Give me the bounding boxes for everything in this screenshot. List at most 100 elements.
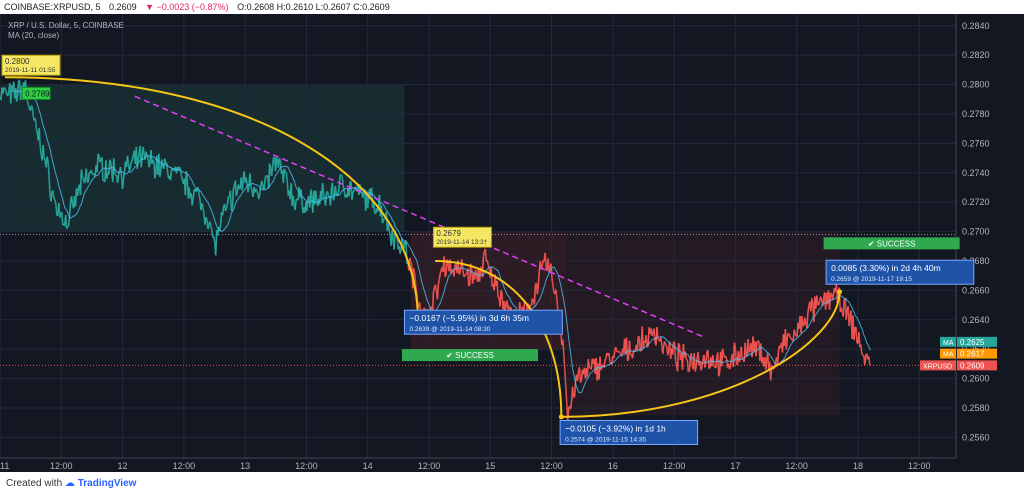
- price-segment: [811, 298, 814, 304]
- price-segment: [54, 199, 57, 205]
- symbol-line: COINBASE:XRPUSD, 5: [4, 2, 101, 12]
- price-segment: [410, 261, 413, 266]
- price-segment: [109, 159, 112, 163]
- projection-arc: [561, 291, 841, 418]
- price-segment: [464, 273, 467, 277]
- price-segment: [306, 198, 309, 212]
- price-segment: [530, 298, 534, 306]
- price-segment: [845, 310, 848, 320]
- price-segment: [734, 348, 738, 363]
- price-segment: [68, 202, 72, 216]
- price-segment: [381, 220, 385, 224]
- price-segment: [639, 349, 642, 352]
- price-segment: [214, 230, 218, 256]
- price-segment: [337, 185, 341, 194]
- shade-region-3: [566, 231, 840, 416]
- price-segment: [412, 268, 416, 275]
- axis-badge-value: 0.2609: [960, 361, 985, 370]
- price-segment: [484, 248, 488, 262]
- price-segment: [701, 358, 704, 367]
- price-segment: [387, 223, 391, 232]
- price-segment: [30, 105, 34, 108]
- price-segment: [482, 251, 486, 258]
- price-segment: [108, 159, 111, 175]
- price-segment: [140, 157, 143, 168]
- price-label-value: 0.2800: [5, 57, 30, 66]
- price-segment: [468, 263, 472, 286]
- price-segment: [268, 163, 272, 169]
- x-tick-label: 12:00: [418, 461, 441, 471]
- price-segment: [693, 353, 696, 372]
- price-segment: [366, 196, 370, 209]
- tradingview-brand[interactable]: TradingView: [77, 478, 137, 489]
- price-segment: [776, 350, 780, 365]
- measure-box-text: 0.0085 (3.30%) in 2d 4h 40m: [831, 263, 941, 273]
- measure-box: 0.0085 (3.30%) in 2d 4h 40m 0.2659 @ 2019…: [825, 259, 975, 285]
- price-segment: [229, 190, 233, 211]
- footer: Created with ☁ TradingView: [0, 472, 1024, 496]
- price-segment: [555, 289, 558, 300]
- price-segment: [2, 87, 5, 94]
- price-label-green: 0.2789: [21, 86, 51, 100]
- price-segment: [619, 352, 622, 355]
- price-label-date: 2019-11-14 13:3†: [436, 239, 487, 246]
- price-segment: [90, 169, 93, 174]
- axis-badge: XRPUSD 0.2609: [920, 360, 997, 371]
- price-segment: [235, 191, 239, 197]
- price-segment: [578, 367, 582, 383]
- price-segment: [666, 349, 670, 356]
- price-segment: [804, 317, 807, 325]
- price-segment: [399, 249, 402, 254]
- price-segment: [245, 177, 248, 184]
- axis-badge-label: MA: [943, 352, 954, 359]
- price-segment: [96, 153, 99, 173]
- price-segment: [764, 359, 768, 370]
- axis-badge-value-bg: [957, 360, 997, 371]
- price-segment: [4, 87, 7, 91]
- price-segment: [43, 157, 46, 161]
- price-segment: [116, 174, 120, 184]
- y-tick-label: 0.2840: [962, 21, 990, 31]
- price-chart[interactable]: 0.25600.25800.26000.26200.26400.26600.26…: [0, 14, 1024, 472]
- price-segment: [321, 183, 325, 193]
- price-segment: [256, 190, 259, 195]
- price-segment: [192, 189, 195, 199]
- y-tick-label: 0.2600: [962, 374, 990, 384]
- x-tick-label: 12:00: [295, 461, 318, 471]
- price-segment: [716, 352, 720, 377]
- price-segment: [128, 166, 132, 172]
- price-segment: [466, 268, 470, 287]
- price-segment: [205, 216, 208, 220]
- price-segment: [436, 284, 440, 300]
- price-segment: [232, 186, 236, 190]
- price-segment: [58, 203, 61, 218]
- price-segment: [64, 214, 68, 229]
- price-segment: [677, 342, 681, 346]
- x-tick-label: 12:00: [785, 461, 808, 471]
- y-tick-label: 0.2720: [962, 197, 990, 207]
- price-segment: [671, 341, 675, 355]
- price-segment: [432, 287, 436, 293]
- x-tick-label: 17: [730, 461, 740, 471]
- price-segment: [81, 176, 84, 179]
- price-segment: [52, 190, 55, 199]
- price-segment: [207, 225, 210, 230]
- x-tick-label: 13: [240, 461, 250, 471]
- price-segment: [740, 346, 744, 359]
- axis-badge-label-bg: [940, 348, 956, 359]
- price-segment: [729, 357, 733, 368]
- price-segment: [202, 207, 205, 214]
- x-tick-label: 12:00: [908, 461, 931, 471]
- price-segment: [65, 226, 69, 229]
- price-segment: [191, 198, 194, 206]
- x-tick-label: 18: [853, 461, 863, 471]
- price-segment: [413, 274, 417, 286]
- price-segment: [694, 366, 697, 372]
- price-segment: [688, 358, 692, 371]
- price-segment: [756, 340, 759, 343]
- price-change: ▼ −0.0023 (−0.87%): [145, 2, 229, 12]
- y-tick-label: 0.2780: [962, 109, 990, 119]
- price-segment: [840, 307, 844, 313]
- price-segment: [137, 152, 141, 160]
